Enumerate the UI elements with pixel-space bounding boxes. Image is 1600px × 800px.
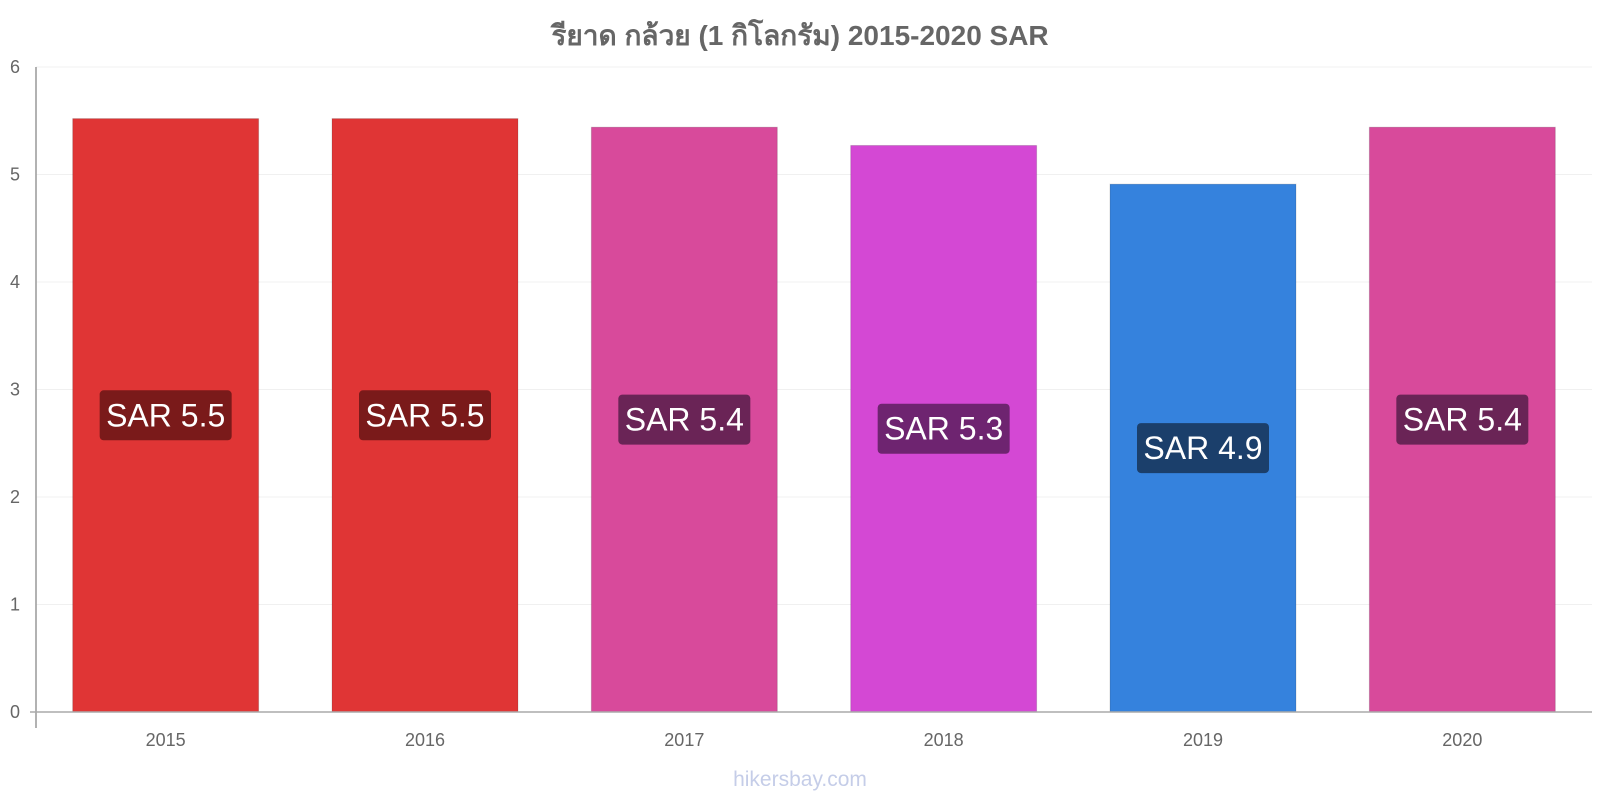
chart-title: รียาด กล้วย (1 กิโลกรัม) 2015-2020 SAR <box>551 20 1049 51</box>
data-label-box <box>618 394 751 445</box>
data-label-text: SAR 5.5 <box>106 397 225 433</box>
axes: 0 1 2 3 4 5 6 2015 2016 2017 2018 2019 2020 <box>10 57 1592 750</box>
data-label-box <box>877 403 1010 454</box>
data-label-box <box>1396 394 1529 445</box>
data-label: SAR 5.4 <box>1396 394 1529 445</box>
x-tick-label: 2015 <box>146 730 186 750</box>
data-label-text: SAR 5.3 <box>884 411 1003 447</box>
data-label-box <box>1137 423 1269 474</box>
data-labels: SAR 5.5 SAR 5.5 SAR 5.4 SAR 5.3 SAR 4.9 SAR 5… <box>99 390 1529 474</box>
data-label: SAR 5.4 <box>618 394 751 445</box>
data-label-box <box>99 390 232 441</box>
data-label: SAR 5.5 <box>359 390 491 441</box>
x-tick-label: 2019 <box>1183 730 1223 750</box>
y-tick-label: 3 <box>10 380 20 400</box>
y-tick-label: 5 <box>10 165 20 185</box>
data-label-text: SAR 5.5 <box>365 397 484 433</box>
watermark: hikersbay.com <box>733 768 867 791</box>
y-tick-label: 1 <box>10 595 20 615</box>
x-tick-label: 2016 <box>405 730 445 750</box>
data-label: SAR 4.9 <box>1137 423 1269 474</box>
data-label-text: SAR 5.4 <box>625 402 744 438</box>
data-label: SAR 5.5 <box>99 390 232 441</box>
data-label-text: SAR 5.4 <box>1403 402 1522 438</box>
y-tick-label: 4 <box>10 272 20 292</box>
grid-lines <box>36 66 1592 605</box>
x-tick-label: 2018 <box>924 730 964 750</box>
y-tick-label: 2 <box>10 487 20 507</box>
y-tick-label: 0 <box>10 702 20 722</box>
data-label: SAR 5.3 <box>877 403 1010 454</box>
y-tick-label: 6 <box>10 57 20 77</box>
x-tick-label: 2017 <box>664 730 704 750</box>
data-label-text: SAR 4.9 <box>1143 430 1262 466</box>
x-tick-label: 2020 <box>1442 730 1482 750</box>
data-label-box <box>359 390 491 441</box>
bars <box>72 118 1556 713</box>
